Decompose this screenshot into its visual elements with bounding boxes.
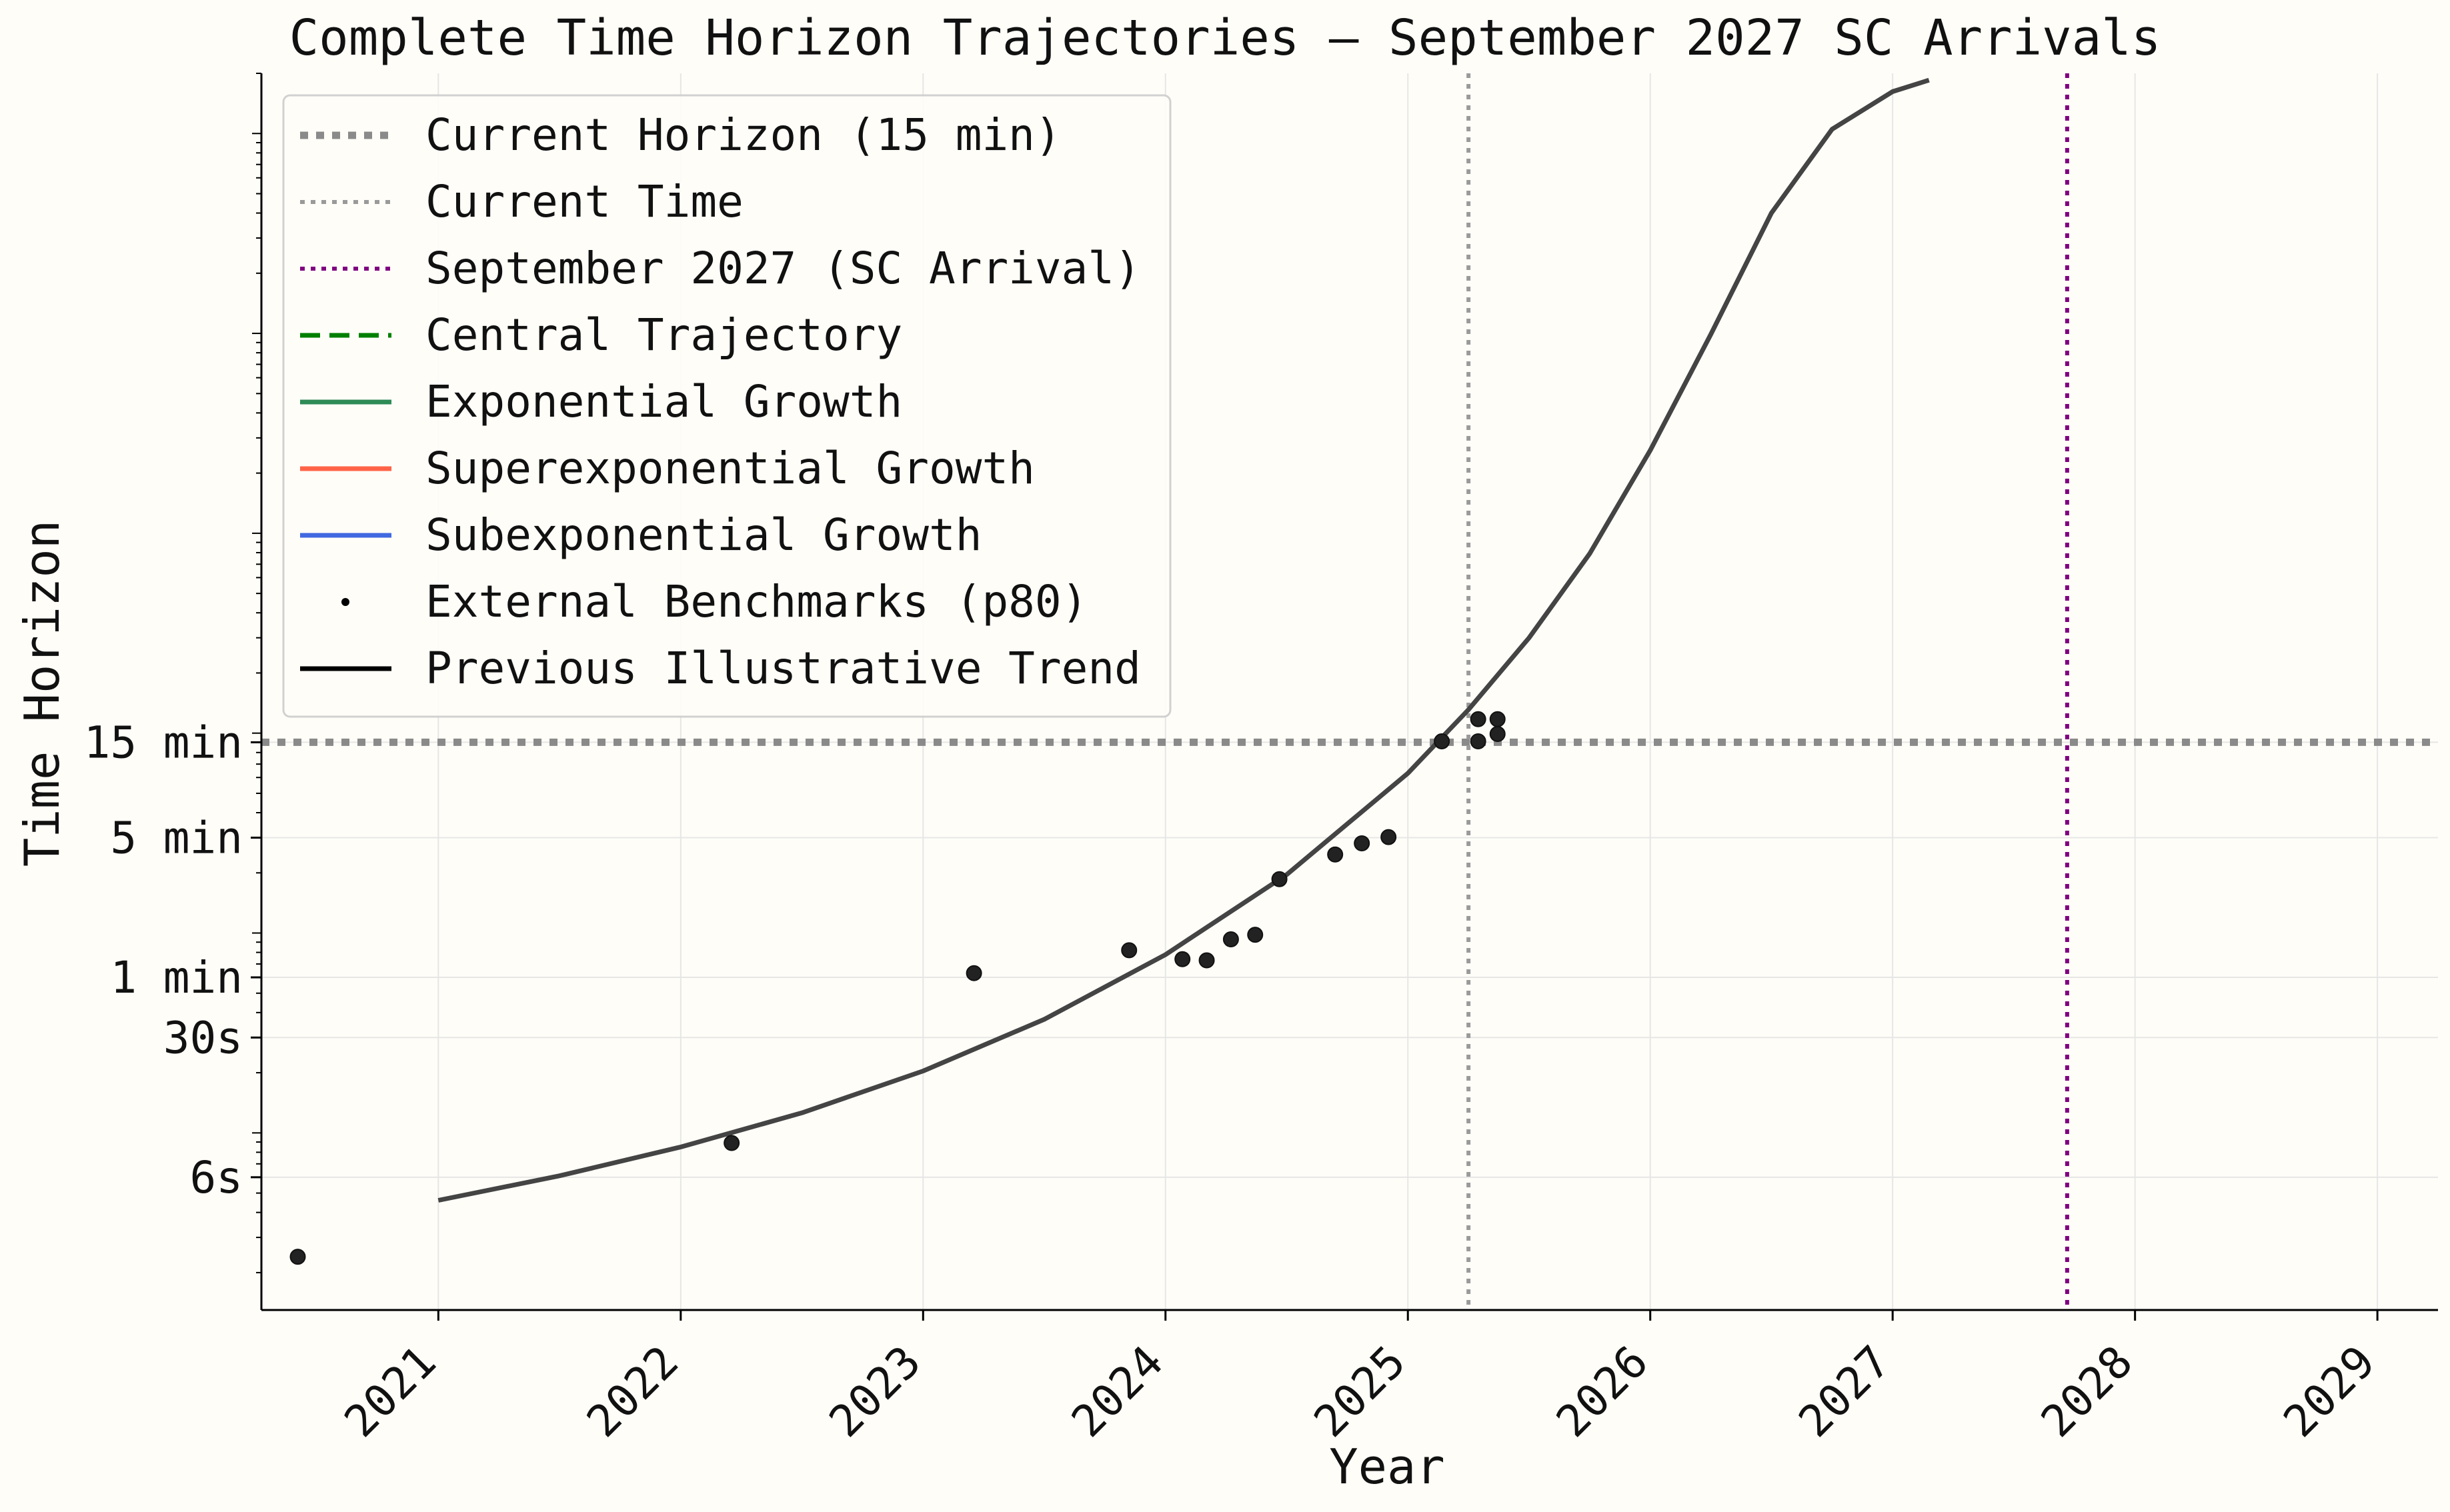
y-axis-label: Time Horizon [14,520,70,867]
y-tick-label: 30s [163,1012,243,1063]
y-tick-label: 6s [190,1152,243,1203]
legend-label: Central Trajectory [425,309,902,361]
chart-title: Complete Time Horizon Trajectories — Sep… [289,9,2161,67]
legend-label: Subexponential Growth [425,509,982,561]
y-tick-label: 15 min [84,717,243,768]
legend-label: Exponential Growth [425,376,902,427]
benchmark-point [1247,927,1264,943]
legend-label: Superexponential Growth [425,443,1035,494]
benchmark-point [1121,942,1138,959]
benchmark-point [1198,952,1215,969]
legend-swatch [341,598,349,606]
legend-box [282,94,1172,718]
x-axis-label: Year [1329,1439,1444,1495]
y-ticks: 6s 30s 1 min 5 min 15 min [84,73,261,1273]
legend-label: External Benchmarks (p80) [425,576,1088,627]
legend-label: Current Time [425,176,744,227]
y-tick-label: 1 min [110,952,243,1003]
benchmark-point [1434,733,1450,749]
benchmark-point [966,965,982,981]
axes [260,73,2438,1311]
benchmark-point [1380,829,1397,845]
benchmark-point [724,1135,740,1151]
reference-lines [261,73,2438,1310]
benchmark-point [1489,726,1506,743]
benchmark-point [1271,871,1288,887]
legend-label: Previous Illustrative Trend [425,643,1141,694]
benchmark-point [1174,951,1191,967]
benchmark-point [1327,846,1344,863]
legend-label: Current Horizon (15 min) [425,109,1062,161]
y-tick-label: 5 min [110,812,243,863]
benchmark-points [289,711,1506,1265]
benchmark-point [1222,931,1239,947]
benchmark-point [1470,711,1486,727]
benchmark-point [289,1249,306,1265]
legend-label: September 2027 (SC Arrival) [425,243,1141,294]
benchmark-point [1489,711,1506,727]
legend: Current Horizon (15 min) Current Time Sept… [282,94,1172,718]
benchmark-point [1470,733,1486,749]
benchmark-point [1354,835,1370,851]
